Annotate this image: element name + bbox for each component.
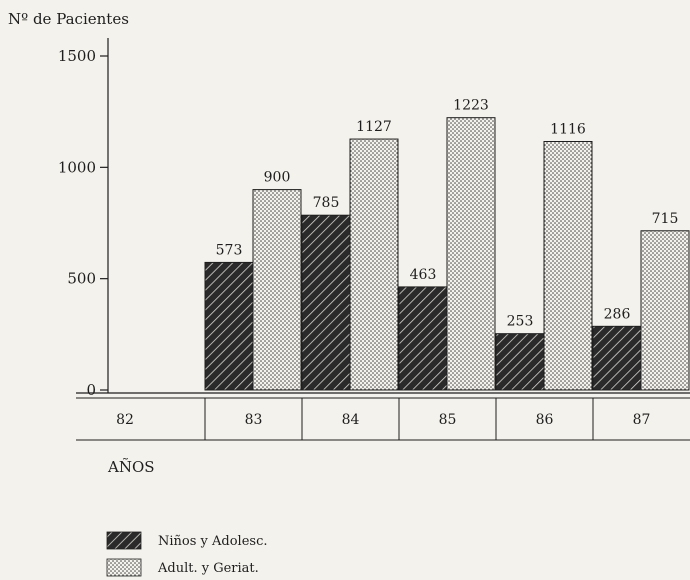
legend: Niños y Adolesc. Adult. y Geriat. bbox=[106, 531, 267, 577]
bar-ninos-83 bbox=[204, 261, 254, 391]
y-axis: 0 500 1000 1500 bbox=[58, 47, 108, 399]
y-tick-label: 1500 bbox=[58, 47, 96, 65]
data-label: 785 bbox=[313, 195, 340, 211]
data-label: 463 bbox=[410, 267, 437, 283]
bars-group bbox=[204, 117, 690, 391]
bar-ninos-86 bbox=[495, 333, 545, 391]
legend-label-adultos: Adult. y Geriat. bbox=[157, 561, 259, 576]
legend-label-ninos: Niños y Adolesc. bbox=[158, 534, 267, 549]
bar-ninos-85 bbox=[398, 286, 448, 391]
x-tick-label: 86 bbox=[536, 412, 554, 428]
x-axis-table: 82 83 84 85 86 87 bbox=[76, 392, 690, 441]
x-tick-label: 85 bbox=[439, 412, 457, 428]
bar-adultos-85 bbox=[446, 117, 496, 391]
y-tick-label: 500 bbox=[67, 270, 96, 288]
x-tick-label: 87 bbox=[633, 412, 651, 428]
bar-adultos-84 bbox=[349, 138, 399, 391]
legend-swatch-dots bbox=[106, 558, 142, 577]
bar-ninos-87 bbox=[592, 325, 642, 391]
data-label: 1116 bbox=[550, 122, 586, 138]
x-tick-label: 82 bbox=[116, 412, 134, 428]
y-axis-title: Nº de Pacientes bbox=[8, 10, 129, 28]
data-label: 715 bbox=[652, 211, 679, 227]
data-label: 573 bbox=[216, 242, 243, 258]
bar-adultos-83 bbox=[252, 189, 302, 391]
data-labels-group: 573 785 463 253 286 900 1127 1223 1116 715 bbox=[216, 98, 679, 330]
data-label: 1127 bbox=[356, 119, 392, 135]
x-tick-label: 84 bbox=[342, 412, 360, 428]
data-label: 286 bbox=[604, 306, 631, 322]
x-tick-label: 83 bbox=[245, 412, 263, 428]
legend-swatch-hatch bbox=[106, 531, 142, 550]
bar-adultos-86 bbox=[543, 141, 593, 391]
data-label: 253 bbox=[507, 314, 534, 330]
bar-adultos-87 bbox=[640, 230, 690, 391]
y-tick-label: 0 bbox=[86, 381, 96, 399]
data-label: 1223 bbox=[453, 98, 489, 114]
y-tick-label: 1000 bbox=[58, 158, 96, 176]
bar-ninos-84 bbox=[301, 214, 351, 391]
data-label: 900 bbox=[264, 170, 291, 186]
x-axis-title: AÑOS bbox=[107, 458, 155, 476]
